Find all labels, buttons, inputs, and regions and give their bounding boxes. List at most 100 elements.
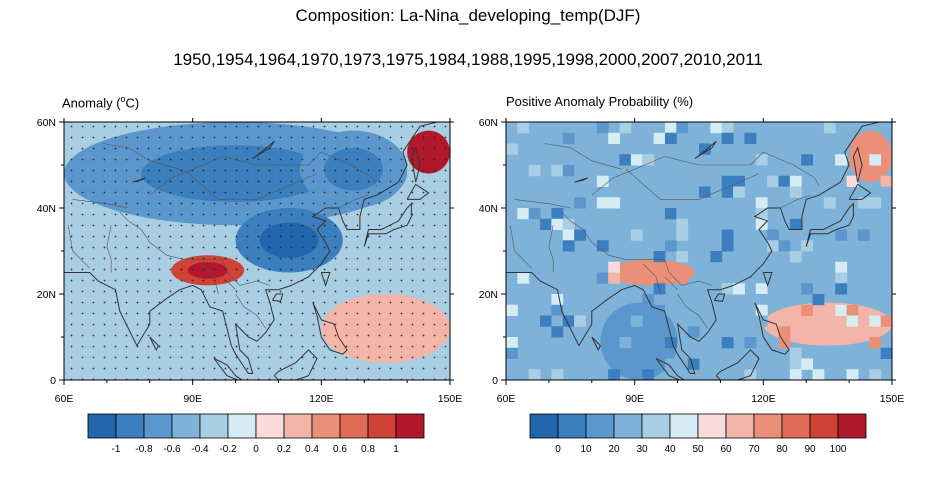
colorbar-label: -0.8: [135, 444, 153, 455]
country-border: [235, 293, 266, 329]
prob-cell: [721, 283, 734, 295]
country-border: [664, 276, 678, 290]
colorbar-swatch: [311, 413, 341, 439]
lake-outline: [252, 140, 275, 160]
coastline: [363, 202, 412, 247]
country-border: [106, 225, 112, 273]
prob-cell: [506, 304, 518, 316]
prob-cell: [630, 315, 643, 327]
lake-outline: [132, 177, 146, 183]
prob-cell: [778, 326, 791, 338]
prob-cell: [528, 197, 541, 209]
prob-cell: [789, 251, 802, 263]
prob-cell: [676, 122, 689, 134]
colorbar-swatch: [809, 413, 839, 439]
prob-cell: [699, 240, 711, 252]
country-border: [119, 212, 270, 286]
probability-colorbar: 0 10 20 30 40 50 60 70 80 90 100: [529, 413, 867, 455]
colorbar-swatch: [613, 413, 643, 439]
colorbar-label: 40: [664, 444, 676, 455]
prob-cell: [880, 315, 892, 327]
x-tick-label: 120E: [751, 393, 776, 405]
country-border: [200, 263, 219, 295]
coastline: [655, 358, 685, 380]
prob-cell: [664, 122, 677, 134]
prob-cell: [506, 186, 518, 198]
colorbar-swatch: [395, 413, 425, 439]
prob-cell: [551, 315, 564, 327]
y-tick-label: 0: [492, 375, 498, 387]
coastline: [805, 202, 854, 247]
map-body: [506, 122, 936, 380]
country-border: [514, 199, 571, 209]
country-border: [642, 263, 661, 295]
prob-cell: [562, 261, 575, 273]
prob-cell: [506, 337, 518, 349]
left-title-pre: Anomaly (: [62, 95, 121, 111]
prob-cell: [801, 261, 814, 273]
prob-cell: [812, 186, 825, 198]
colorbar-swatch: [283, 413, 313, 439]
prob-cell: [687, 294, 700, 306]
prob-cell: [653, 251, 666, 263]
coastline: [918, 122, 936, 161]
prob-cell: [551, 208, 564, 220]
y-tick-label: 20N: [479, 289, 498, 301]
prob-cell: [778, 294, 791, 306]
prob-cell: [835, 272, 848, 284]
prob-cell: [642, 154, 655, 166]
prob-cell: [517, 272, 530, 284]
colorbar-swatch: [171, 413, 201, 439]
prob-cell: [767, 229, 779, 241]
prob-cell: [687, 358, 700, 370]
prob-cell: [664, 208, 677, 220]
prob-cell: [562, 132, 575, 144]
coastline: [762, 272, 773, 287]
prob-cell: [687, 208, 700, 220]
prob-cell: [517, 122, 530, 134]
y-tick-label: 0: [50, 375, 56, 387]
prob-cell: [528, 208, 541, 220]
prob-cell: [676, 272, 689, 284]
prob-cell: [676, 229, 689, 241]
prob-cell: [664, 240, 677, 252]
prob-cell: [653, 240, 666, 252]
anomaly-map-panel: 60E 90E 120E 150E 0 20N 40N 60N: [37, 117, 463, 405]
prob-cell: [528, 165, 541, 177]
prob-cell: [789, 154, 802, 166]
prob-cell: [801, 154, 814, 166]
prob-cell: [608, 197, 621, 209]
prob-cell: [755, 197, 768, 209]
colorbar-label: 0: [253, 444, 259, 455]
prob-cell: [619, 337, 632, 349]
country-border: [591, 151, 820, 196]
colorbar-label: 70: [748, 444, 760, 455]
prob-cell: [699, 186, 711, 198]
prob-cell: [630, 154, 643, 166]
colorbar-label: 90: [804, 444, 816, 455]
prob-cell: [608, 326, 621, 338]
colorbar-swatch: [753, 413, 783, 439]
prob-cell: [506, 143, 518, 155]
map-body: [64, 122, 450, 380]
colorbar-swatch: [143, 413, 173, 439]
prob-cell: [835, 229, 848, 241]
prob-cell: [733, 175, 745, 187]
prob-cell: [551, 369, 564, 380]
prob-cell: [801, 240, 814, 252]
prob-cell: [789, 358, 802, 370]
colorbar-swatch: [115, 413, 145, 439]
prob-cell: [630, 229, 643, 241]
colorbar-swatch: [837, 413, 867, 439]
country-border: [183, 169, 318, 200]
prob-cell: [721, 122, 734, 134]
prob-cell: [755, 218, 768, 230]
prob-cell: [608, 132, 621, 144]
prob-cell: [721, 315, 734, 327]
x-tick-label: 90E: [625, 393, 644, 405]
prob-cell: [664, 358, 677, 370]
prob-cell: [574, 229, 586, 241]
y-tick-label: 60N: [37, 117, 56, 129]
prob-cell: [551, 304, 564, 316]
